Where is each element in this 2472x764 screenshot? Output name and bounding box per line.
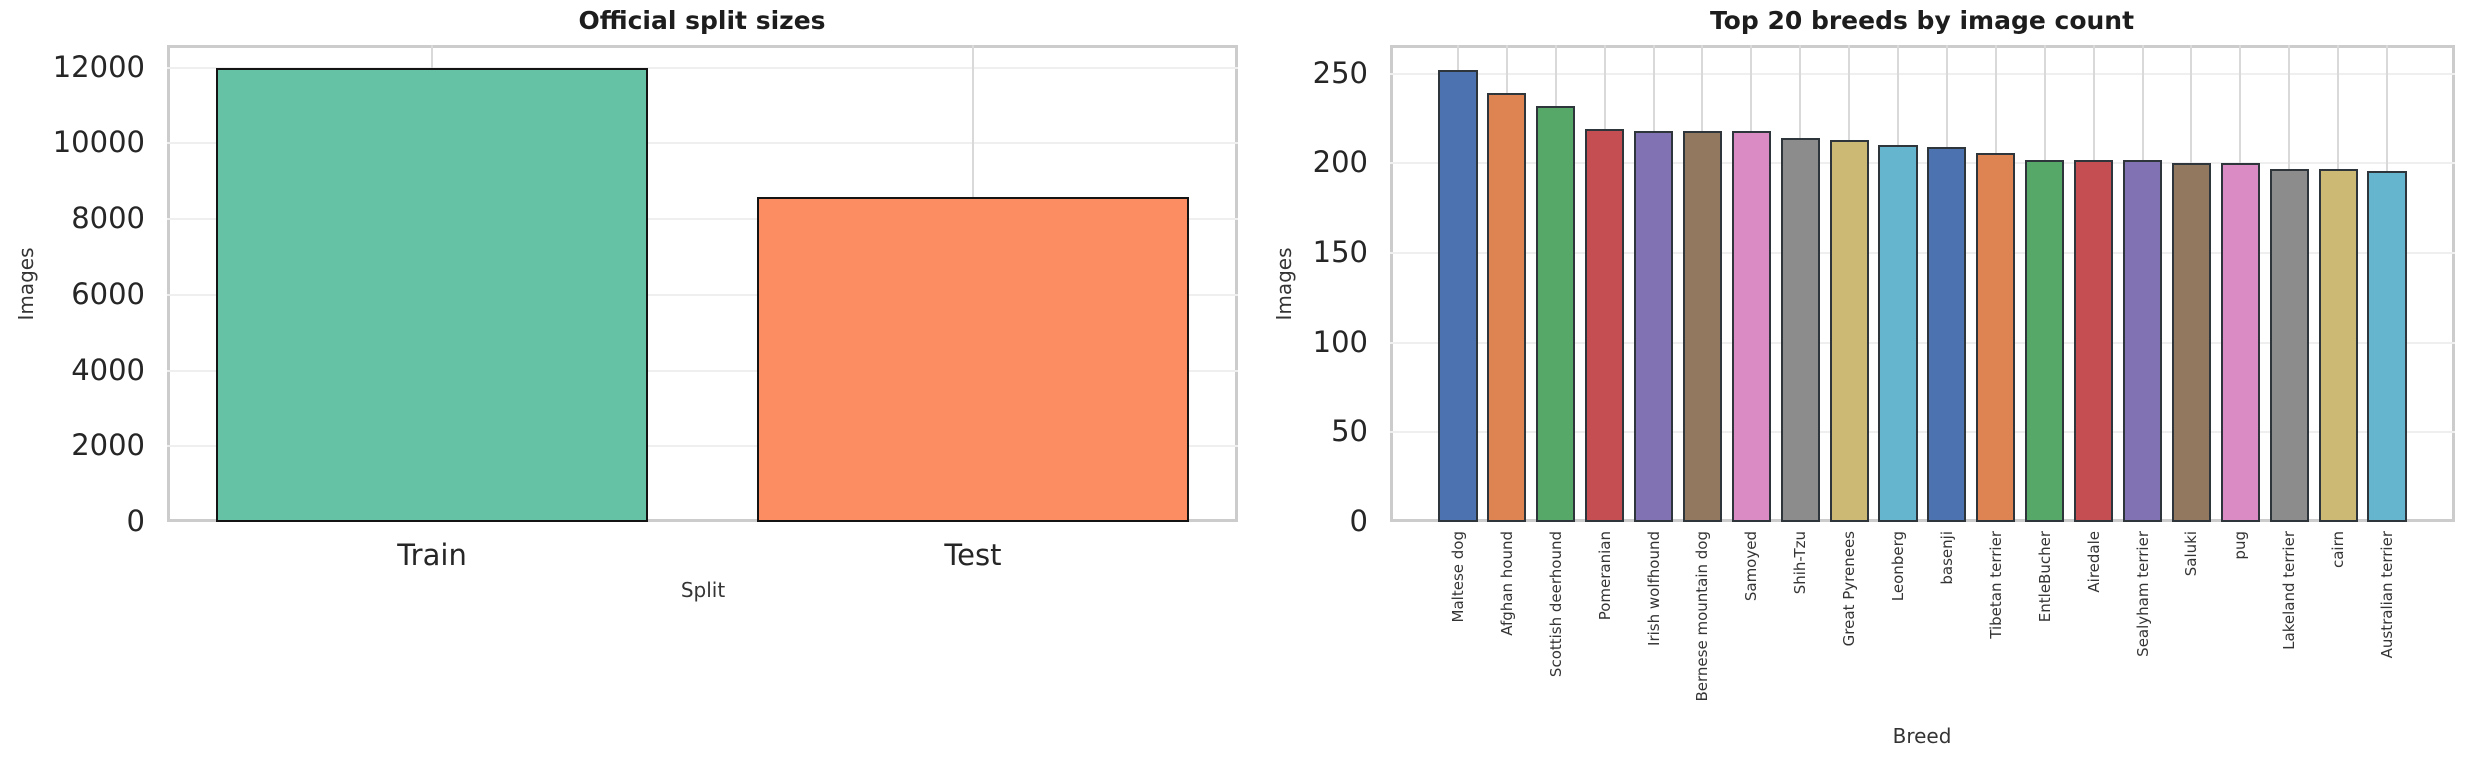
gridline-horizontal (167, 369, 1238, 372)
gridline-horizontal (167, 293, 1238, 296)
y-tick-label: 50 (1331, 414, 1368, 449)
x-tick-label-pug: pug (2231, 531, 2250, 560)
x-tick-label-great-pyrenees: Great Pyrenees (1840, 531, 1859, 647)
y-tick-label: 2000 (71, 428, 145, 463)
bar-basenji (1927, 147, 1967, 522)
x-tick-label-basenji: basenji (1937, 531, 1956, 585)
bar-afghan-hound (1487, 93, 1527, 522)
bar-australian-terrier (2367, 170, 2407, 522)
y-tick-label: 4000 (71, 352, 145, 387)
gridline-horizontal (1390, 431, 2455, 434)
x-tick-label-irish-wolfhound: Irish wolfhound (1644, 531, 1663, 646)
chart-title: Official split sizes (578, 6, 826, 35)
x-tick-label-bernese-mountain-dog: Bernese mountain dog (1693, 531, 1712, 702)
bar-lakeland-terrier (2269, 168, 2309, 522)
x-tick-label-train: Train (397, 538, 467, 572)
bar-bernese-mountain-dog (1682, 131, 1722, 522)
bar-airedale (2074, 159, 2114, 522)
bar-scottish-deerhound (1536, 105, 1576, 522)
chart-title: Top 20 breeds by image count (1709, 6, 2135, 35)
bar-sealyham-terrier (2122, 159, 2163, 522)
x-tick-label-afghan-hound: Afghan hound (1497, 531, 1516, 636)
x-axis-label: Breed (1892, 724, 1952, 748)
y-tick-label: 6000 (71, 276, 145, 311)
x-tick-label-pomeranian: Pomeranian (1595, 531, 1614, 621)
bar-irish-wolfhound (1634, 131, 1674, 522)
bar-saluki (2171, 163, 2211, 522)
bar-tibetan-terrier (1976, 152, 2016, 522)
x-tick-label-maltese-dog: Maltese dog (1448, 531, 1467, 623)
bar-test (756, 197, 1190, 522)
y-tick-label: 10000 (52, 125, 145, 160)
bar-shih-tzu (1780, 138, 1820, 522)
x-tick-label-tibetan-terrier: Tibetan terrier (1986, 531, 2005, 639)
gridline-horizontal (167, 142, 1238, 145)
bar-train (215, 67, 649, 522)
bar-samoyed (1731, 131, 1771, 522)
gridline-horizontal (1390, 162, 2455, 165)
x-tick-label-cairn: cairn (2329, 531, 2348, 569)
bar-pomeranian (1585, 129, 1625, 522)
x-tick-label-saluki: Saluki (2182, 531, 2201, 577)
plot-area (167, 45, 1238, 522)
x-tick-label-australian-terrier: Australian terrier (2378, 531, 2397, 659)
y-tick-label: 100 (1312, 324, 1368, 359)
x-tick-label-leonberg: Leonberg (1889, 531, 1908, 602)
x-tick-label-test: Test (944, 538, 1002, 572)
bar-entlebucher (2025, 159, 2065, 522)
bar-cairn (2318, 168, 2358, 522)
y-tick-label: 0 (126, 504, 145, 539)
bar-maltese-dog (1438, 70, 1478, 522)
y-tick-label: 12000 (52, 49, 145, 84)
x-tick-label-entlebucher: EntleBucher (2035, 531, 2054, 623)
x-tick-label-samoyed: Samoyed (1742, 531, 1761, 602)
y-tick-label: 200 (1312, 145, 1368, 180)
bar-great-pyrenees (1829, 140, 1869, 522)
x-tick-label-lakeland-terrier: Lakeland terrier (2280, 531, 2299, 650)
x-axis-label: Split (680, 578, 726, 602)
y-tick-label: 8000 (71, 201, 145, 236)
gridline-horizontal (167, 445, 1238, 448)
x-tick-label-airedale: Airedale (2084, 531, 2103, 593)
y-tick-label: 250 (1312, 55, 1368, 90)
bar-leonberg (1878, 145, 1918, 522)
plot-area (1390, 45, 2455, 522)
bar-pug (2220, 163, 2260, 522)
x-tick-label-scottish-deerhound: Scottish deerhound (1546, 531, 1565, 678)
x-tick-label-sealyham-terrier: Sealyham terrier (2133, 531, 2152, 657)
gridline-horizontal (1390, 341, 2455, 344)
x-tick-label-shih-tzu: Shih-Tzu (1791, 531, 1810, 595)
gridline-horizontal (167, 66, 1238, 69)
gridline-horizontal (167, 218, 1238, 221)
gridline-horizontal (1390, 252, 2455, 254)
y-tick-label: 0 (1349, 504, 1368, 539)
y-tick-label: 150 (1312, 235, 1368, 270)
gridline-horizontal (1390, 72, 2455, 75)
